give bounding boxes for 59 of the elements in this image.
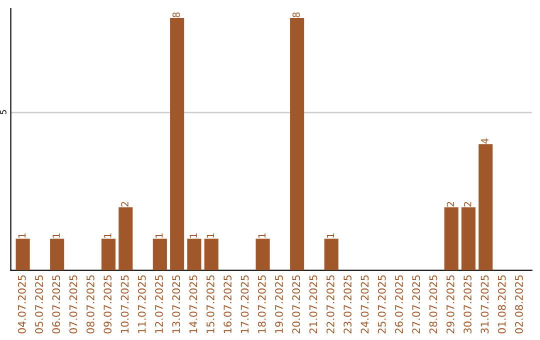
x-tick-label: 04.07.2025 xyxy=(18,275,26,334)
x-tick-label: 29.07.2025 xyxy=(446,275,454,334)
x-tick-label: 19.07.2025 xyxy=(275,275,283,333)
bar xyxy=(204,238,218,270)
x-tick-label: 17.07.2025 xyxy=(240,275,249,333)
x-tick-label: 12.07.2025 xyxy=(155,275,163,333)
x-tick-label: 28.07.2025 xyxy=(429,275,438,334)
bar xyxy=(478,144,493,270)
x-tick-label: 20.07.2025 xyxy=(292,275,300,334)
x-tick-label: 24.07.2025 xyxy=(360,275,369,334)
x-tick-label: 25.07.2025 xyxy=(378,275,386,334)
x-tick-label: 31.07.2025 xyxy=(480,275,489,334)
x-tick-label: 26.07.2025 xyxy=(395,275,403,334)
x-tick-label: 13.07.2025 xyxy=(172,275,180,333)
data-label: 2 xyxy=(446,202,454,207)
data-label: 1 xyxy=(190,233,197,238)
bar xyxy=(256,238,270,270)
x-tick-label: 07.07.2025 xyxy=(69,275,78,334)
data-label: 2 xyxy=(121,202,128,207)
data-label: 4 xyxy=(481,138,488,144)
x-tick-label: 23.07.2025 xyxy=(344,275,352,334)
y-tick-label: 5 xyxy=(0,110,6,114)
x-tick-label: 01.08.2025 xyxy=(498,275,506,334)
bar xyxy=(170,18,184,270)
bar xyxy=(101,238,116,270)
data-label: 1 xyxy=(206,233,214,238)
x-tick-label: 06.07.2025 xyxy=(52,275,60,334)
data-label: 1 xyxy=(326,233,334,238)
x-tick-label: 30.07.2025 xyxy=(464,275,472,334)
bar xyxy=(16,238,30,270)
x-tick-label: 15.07.2025 xyxy=(206,275,214,333)
x-tick-label: 02.08.2025 xyxy=(515,275,523,334)
x-tick-label: 05.07.2025 xyxy=(35,275,43,334)
x-tick-label: 16.07.2025 xyxy=(224,275,232,333)
data-label: 1 xyxy=(52,233,60,238)
data-label: 8 xyxy=(172,12,180,18)
x-tick-label: 11.07.2025 xyxy=(138,275,146,333)
data-label: 2 xyxy=(464,202,472,207)
x-tick-label: 09.07.2025 xyxy=(104,275,112,334)
x-tick-label: 14.07.2025 xyxy=(189,275,198,333)
bar xyxy=(444,207,458,270)
x-tick-label: 18.07.2025 xyxy=(258,275,266,333)
data-label: 1 xyxy=(258,233,266,238)
data-label: 1 xyxy=(156,233,163,238)
x-tick-label: 27.07.2025 xyxy=(412,275,420,334)
x-tick-label: 22.07.2025 xyxy=(326,275,334,334)
bar xyxy=(152,238,167,270)
bar xyxy=(461,207,476,270)
bar xyxy=(50,238,64,270)
bar xyxy=(324,238,338,270)
data-label: 8 xyxy=(292,12,300,18)
bar xyxy=(290,18,304,270)
data-label: 1 xyxy=(104,233,112,238)
x-tick-label: 08.07.2025 xyxy=(86,275,94,334)
data-label: 1 xyxy=(18,233,26,238)
x-tick-label: 21.07.2025 xyxy=(309,275,318,334)
bar xyxy=(118,207,133,270)
x-tick-label: 10.07.2025 xyxy=(120,275,129,333)
bar xyxy=(187,238,202,270)
